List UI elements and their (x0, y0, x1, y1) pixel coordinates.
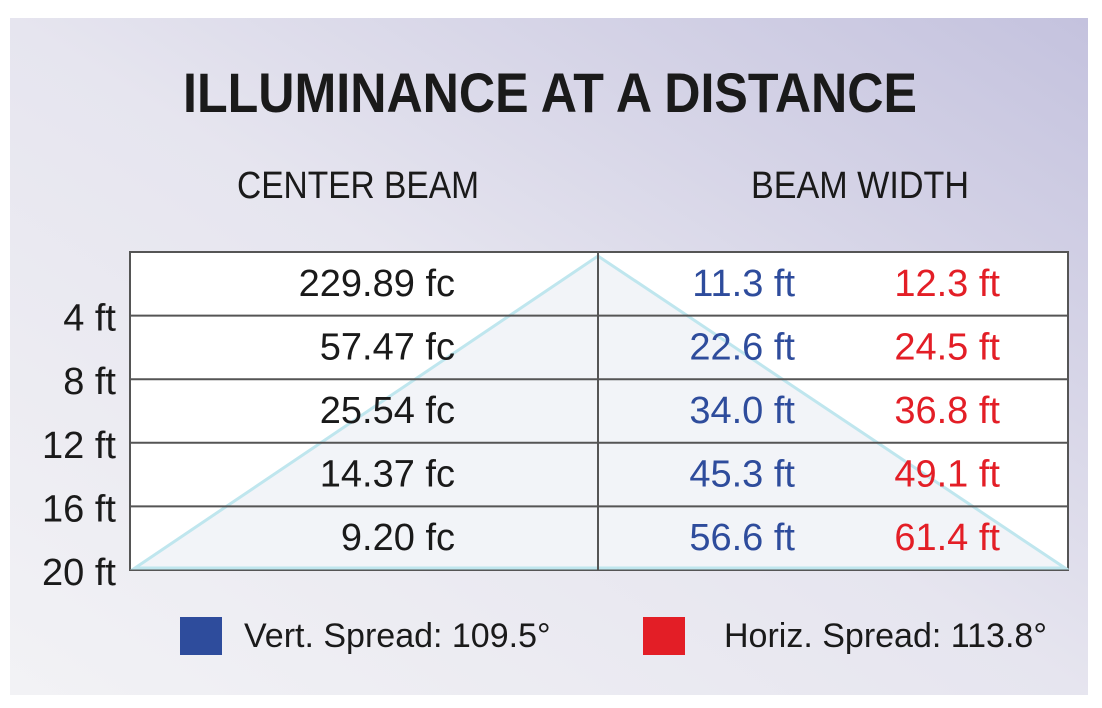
vertical-width-value: 11.3 ft (692, 263, 795, 305)
legend-label: Vert. Spread: 109.5° (244, 617, 551, 655)
vertical-width-value: 56.6 ft (689, 517, 795, 559)
beam-triangle (130, 254, 1070, 570)
distance-label: 8 ft (63, 361, 116, 403)
legend-label: Horiz. Spread: 113.8° (724, 617, 1047, 655)
distance-label: 16 ft (42, 488, 116, 530)
center-beam-value: 14.37 fc (320, 454, 455, 496)
center-beam-value: 229.89 fc (299, 263, 455, 305)
distance-label: 12 ft (42, 425, 116, 467)
column-header: CENTER BEAM (237, 165, 479, 207)
center-beam-value: 25.54 fc (320, 390, 455, 432)
legend-swatch (180, 617, 222, 655)
vertical-width-value: 34.0 ft (689, 390, 795, 432)
vertical-width-value: 22.6 ft (689, 326, 795, 368)
distance-label: 20 ft (42, 552, 116, 594)
legend: Vert. Spread: 109.5° Horiz. Spread: 113.8… (180, 617, 1047, 655)
horizontal-width-value: 49.1 ft (894, 454, 1000, 496)
horizontal-width-value: 12.3 ft (894, 263, 1000, 305)
distance-label: 4 ft (63, 298, 116, 340)
table-body: 229.89 fc 11.3 ft 12.3 ft 57.47 fc 22.6 ft 24… (42, 263, 1068, 594)
title: ILLUMINANCE AT A DISTANCE (183, 61, 917, 124)
column-header: BEAM WIDTH (751, 165, 969, 207)
legend-swatch (643, 617, 685, 655)
center-beam-value: 57.47 fc (320, 326, 455, 368)
vertical-width-value: 45.3 ft (689, 454, 795, 496)
horizontal-width-value: 24.5 ft (894, 326, 1000, 368)
horizontal-width-value: 36.8 ft (894, 390, 1000, 432)
horizontal-width-value: 61.4 ft (894, 517, 1000, 559)
center-beam-value: 9.20 fc (341, 517, 455, 559)
